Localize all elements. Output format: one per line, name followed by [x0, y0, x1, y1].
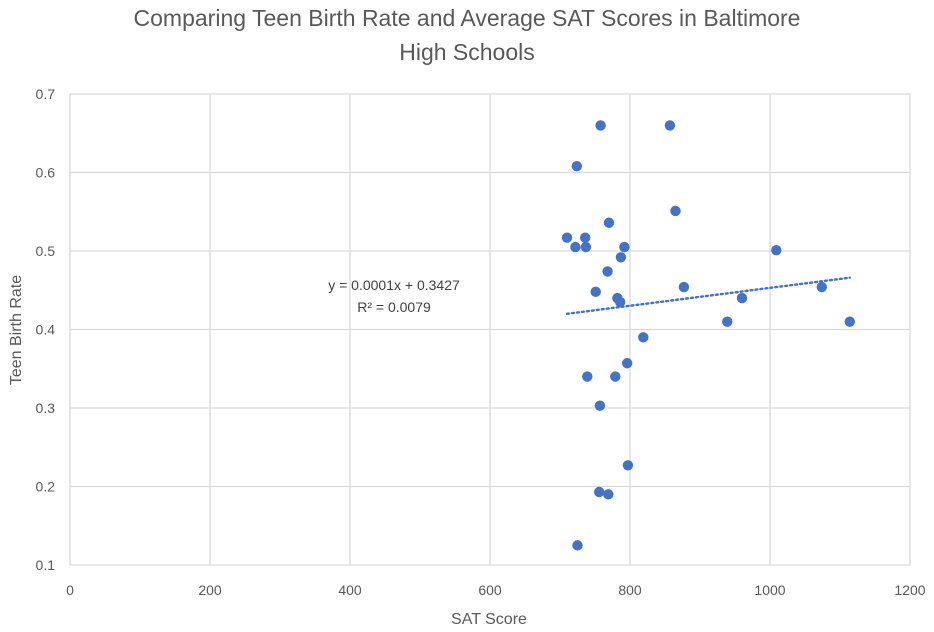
x-tick-label: 1200: [894, 582, 925, 598]
trendline-r-squared: R² = 0.0079: [357, 299, 431, 315]
data-point: [678, 281, 690, 293]
data-point: [722, 316, 733, 327]
x-axis-label: SAT Score: [451, 611, 527, 628]
data-point: [615, 296, 626, 308]
trendline-equation: y = 0.0001x + 0.3427: [328, 277, 460, 293]
data-point: [771, 245, 782, 256]
data-point: [602, 266, 613, 277]
x-tick-label: 600: [478, 582, 502, 598]
data-point: [664, 120, 676, 131]
data-point: [603, 217, 615, 228]
data-point: [570, 241, 581, 253]
data-points: [561, 120, 855, 551]
y-tick-label: 0.1: [36, 557, 56, 573]
y-tick-label: 0.6: [36, 165, 56, 181]
y-tick-label: 0.3: [36, 400, 56, 416]
data-point: [582, 371, 593, 382]
data-point: [615, 252, 627, 263]
data-point: [594, 400, 606, 411]
data-point: [670, 205, 681, 217]
data-point: [580, 241, 592, 253]
data-point: [580, 232, 591, 243]
gridlines: [69, 93, 911, 566]
y-axis-label: Teen Birth Rate: [8, 275, 25, 385]
trendline-layer: [565, 276, 851, 315]
data-point: [736, 292, 748, 304]
x-tick-label: 800: [618, 582, 642, 598]
y-tick-label: 0.5: [36, 243, 56, 259]
data-point: [603, 489, 614, 500]
data-point: [594, 486, 605, 498]
data-point: [622, 358, 633, 369]
y-tick-label: 0.7: [36, 86, 56, 102]
data-point: [622, 460, 634, 471]
data-point: [844, 316, 855, 327]
chart-title-line-2: High Schools: [399, 39, 535, 65]
data-point: [610, 371, 621, 382]
y-tick-label: 0.4: [36, 322, 56, 338]
data-point: [619, 241, 630, 253]
x-tick-label: 0: [66, 582, 74, 598]
x-tick-label: 200: [198, 582, 222, 598]
data-point: [595, 120, 606, 131]
data-point: [571, 161, 582, 172]
data-point: [572, 540, 583, 551]
y-tick-label: 0.2: [36, 479, 56, 495]
data-point: [816, 281, 827, 293]
x-tick-label: 1000: [754, 582, 785, 598]
tick-labels: 0 200 400 600 800 1000 1200 0.1 0.2 0.3 0.4 0.5 0.6 0…: [36, 86, 926, 598]
x-tick-label: 400: [338, 582, 362, 598]
trendline: [565, 276, 851, 315]
data-point: [561, 232, 573, 243]
data-point: [638, 332, 649, 343]
chart-title-line-1: Comparing Teen Birth Rate and Average SA…: [134, 5, 801, 31]
data-point: [590, 286, 601, 298]
